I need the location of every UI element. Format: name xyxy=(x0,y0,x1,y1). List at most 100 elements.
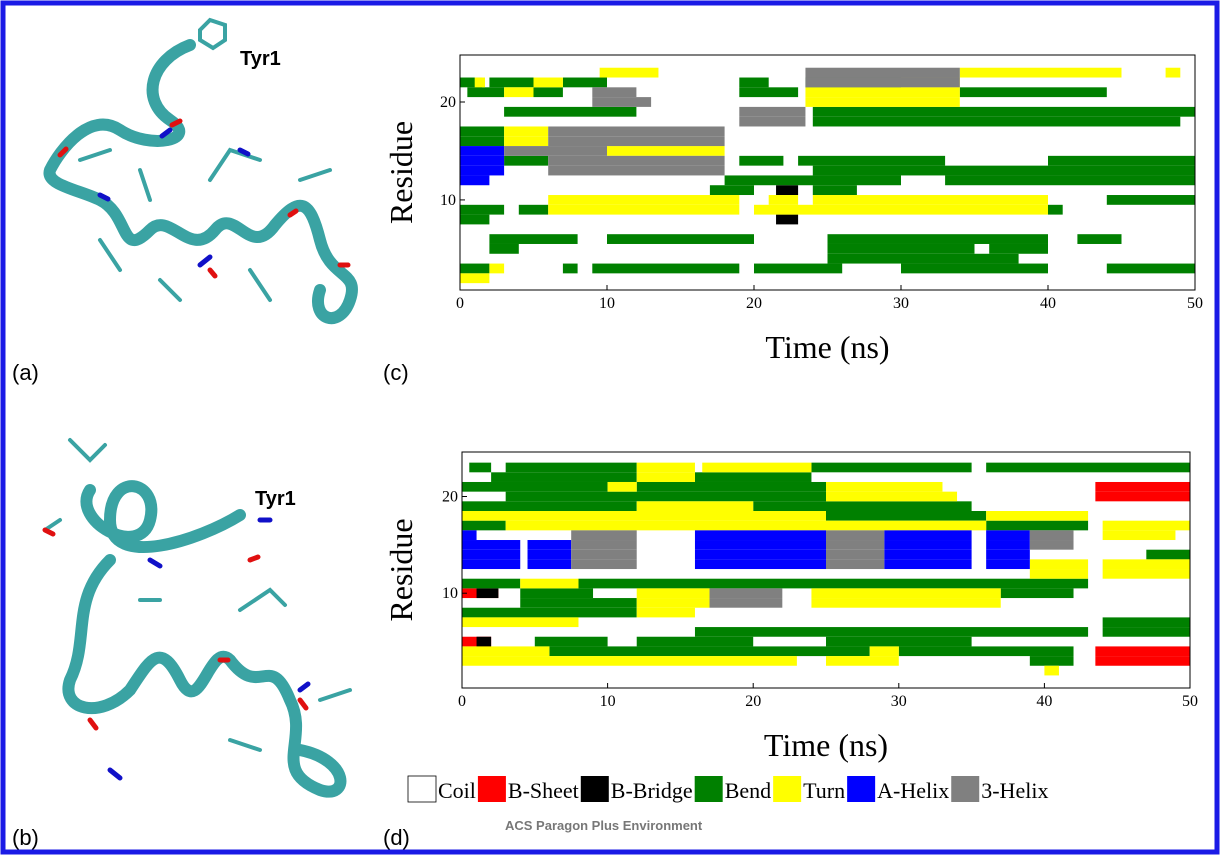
dssp-segment xyxy=(827,253,1019,264)
dssp-segment xyxy=(959,87,1107,98)
dssp-segment xyxy=(518,204,549,215)
x-tick-label: 20 xyxy=(746,295,762,312)
dssp-segment xyxy=(901,263,1048,274)
y-tick-label: 20 xyxy=(442,488,458,505)
dssp-segment xyxy=(592,263,740,274)
panel-label: (c) xyxy=(383,360,409,385)
plot-frame xyxy=(459,54,1196,291)
dssp-segment xyxy=(694,627,1089,637)
dssp-segment xyxy=(1102,530,1176,541)
y-axis-title: Residue xyxy=(383,518,419,621)
dssp-segment xyxy=(491,472,637,482)
dssp-segment xyxy=(548,126,725,137)
dssp-segment xyxy=(636,472,695,482)
dssp-segment xyxy=(462,559,521,570)
dssp-segment xyxy=(462,656,797,666)
legend-label: A-Helix xyxy=(877,778,949,803)
y-axis-title: Residue xyxy=(383,121,419,224)
dssp-segment xyxy=(504,146,607,156)
legend-swatch xyxy=(580,776,609,802)
dssp-segment xyxy=(754,263,843,274)
dssp-segment xyxy=(636,607,695,618)
dssp-segment xyxy=(1102,627,1190,637)
x-tick-label: 40 xyxy=(1036,693,1052,710)
dssp-segment xyxy=(571,549,637,560)
dssp-segment xyxy=(826,559,885,570)
dssp-segment xyxy=(798,155,946,166)
legend-label: B-Sheet xyxy=(508,778,579,803)
dssp-segment xyxy=(607,481,637,492)
dssp-segment xyxy=(592,97,652,107)
dssp-segment xyxy=(1029,530,1074,541)
dssp-segment xyxy=(460,126,505,137)
legend-label: 3-Helix xyxy=(981,778,1048,803)
dssp-segment xyxy=(460,77,483,88)
dssp-segment xyxy=(884,540,972,550)
dssp-segment xyxy=(812,185,857,196)
x-tick-label: 30 xyxy=(893,295,909,312)
legend-swatch xyxy=(847,776,876,802)
y-tick-label: 10 xyxy=(442,585,458,602)
dssp-segment xyxy=(739,106,806,117)
dssp-segment xyxy=(469,462,492,473)
dssp-segment xyxy=(489,234,578,244)
dssp-segment xyxy=(986,540,1030,550)
dssp-segment xyxy=(548,165,725,176)
dssp-segment xyxy=(884,549,972,560)
dssp-segment xyxy=(827,243,975,254)
dssp-segment xyxy=(811,598,1001,608)
dssp-segment xyxy=(739,77,769,88)
dssp-segment xyxy=(1029,656,1074,666)
dssp-segment xyxy=(754,204,1048,215)
dssp-segment xyxy=(884,559,972,570)
dssp-segment xyxy=(505,491,826,502)
dssp-segment xyxy=(694,472,812,482)
dssp-segment xyxy=(462,646,550,657)
dssp-segment xyxy=(811,462,972,473)
x-tick-label: 10 xyxy=(599,295,615,312)
dssp-segment xyxy=(812,165,1195,176)
dssp-segment xyxy=(986,530,1030,541)
dssp-segment xyxy=(724,175,901,186)
dssp-segment xyxy=(462,501,637,511)
dssp-segment xyxy=(462,578,521,589)
dssp-segment xyxy=(460,136,505,147)
legend-swatch xyxy=(951,776,980,802)
panel-label: (d) xyxy=(383,825,410,850)
dssp-segment xyxy=(548,195,740,205)
dssp-segment xyxy=(776,185,799,196)
plot xyxy=(460,67,1195,284)
dssp-segment xyxy=(884,530,972,541)
dssp-segment xyxy=(467,87,505,98)
dssp-segment xyxy=(986,520,1089,531)
dssp-segment xyxy=(592,87,637,98)
dssp-segment xyxy=(1102,520,1190,531)
dssp-segment xyxy=(812,116,1181,127)
dssp-segment xyxy=(753,501,972,511)
dssp-segment xyxy=(527,540,572,550)
dssp-segment xyxy=(1095,656,1190,666)
dssp-segment xyxy=(460,263,490,274)
molecule-a xyxy=(43,17,358,325)
dssp-segment xyxy=(989,243,1048,254)
dssp-segment xyxy=(826,540,885,550)
dssp-segment xyxy=(1000,588,1074,599)
dssp-segment xyxy=(460,165,505,176)
dssp-segment xyxy=(489,77,534,88)
dssp-segment xyxy=(1095,491,1190,502)
dssp-segment xyxy=(534,636,608,647)
x-tick-label: 10 xyxy=(600,693,616,710)
dssp-segment xyxy=(571,540,637,550)
dssp-segment xyxy=(548,136,725,147)
legend-swatch xyxy=(407,775,437,803)
dssp-segment xyxy=(986,559,1030,570)
dssp-segment xyxy=(986,511,1089,521)
legend-label: Turn xyxy=(803,778,845,803)
dssp-segment xyxy=(739,155,784,166)
dssp-segment xyxy=(504,87,534,98)
dssp-segment xyxy=(1095,481,1190,492)
legend-swatch xyxy=(477,776,506,802)
dssp-segment xyxy=(527,549,572,560)
x-tick-label: 20 xyxy=(745,693,761,710)
dssp-segment xyxy=(636,501,754,511)
